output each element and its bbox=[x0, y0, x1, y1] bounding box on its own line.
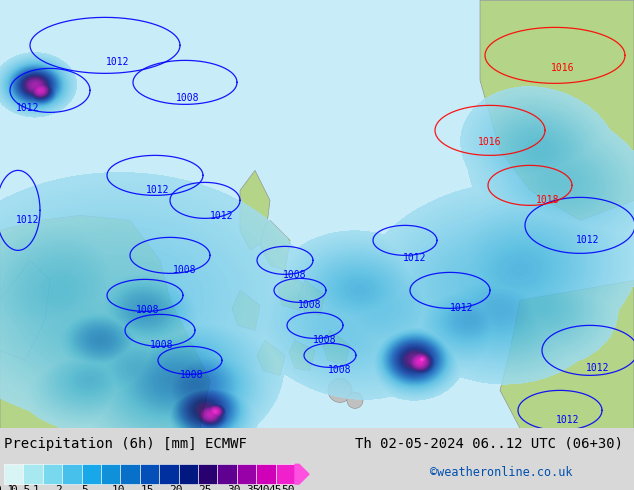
Bar bbox=[140, 465, 159, 484]
Text: 1008: 1008 bbox=[180, 370, 204, 380]
Bar bbox=[179, 465, 198, 484]
Text: 45: 45 bbox=[268, 485, 281, 490]
Text: 1012: 1012 bbox=[556, 416, 579, 425]
Bar bbox=[217, 465, 237, 484]
Text: 1008: 1008 bbox=[173, 266, 197, 275]
Text: 25: 25 bbox=[198, 485, 212, 490]
Text: ©weatheronline.co.uk: ©weatheronline.co.uk bbox=[430, 466, 573, 479]
Bar bbox=[101, 465, 120, 484]
Bar bbox=[82, 465, 101, 484]
Text: 1012: 1012 bbox=[576, 235, 600, 245]
Polygon shape bbox=[257, 341, 285, 375]
Text: 1008: 1008 bbox=[136, 305, 160, 316]
Polygon shape bbox=[0, 260, 50, 360]
Text: 1012: 1012 bbox=[450, 303, 474, 314]
Text: 30: 30 bbox=[227, 485, 241, 490]
Text: 35: 35 bbox=[246, 485, 260, 490]
Bar bbox=[276, 465, 295, 484]
Bar bbox=[120, 465, 140, 484]
Polygon shape bbox=[323, 330, 350, 366]
Polygon shape bbox=[480, 0, 634, 220]
Bar bbox=[237, 465, 256, 484]
Polygon shape bbox=[278, 270, 305, 310]
Polygon shape bbox=[0, 216, 210, 428]
Text: 0.1: 0.1 bbox=[0, 485, 14, 490]
Text: Th 02-05-2024 06..12 UTC (06+30): Th 02-05-2024 06..12 UTC (06+30) bbox=[355, 437, 623, 451]
Text: 50: 50 bbox=[281, 485, 295, 490]
Bar bbox=[159, 465, 179, 484]
Polygon shape bbox=[289, 341, 315, 370]
Polygon shape bbox=[240, 171, 270, 250]
Text: 1012: 1012 bbox=[16, 216, 40, 225]
Text: 2: 2 bbox=[55, 485, 61, 490]
Text: 1008: 1008 bbox=[283, 270, 307, 280]
Bar bbox=[43, 465, 62, 484]
Text: 1: 1 bbox=[32, 485, 39, 490]
Bar bbox=[256, 465, 276, 484]
Text: Precipitation (6h) [mm] ECMWF: Precipitation (6h) [mm] ECMWF bbox=[4, 437, 247, 451]
Text: 1012: 1012 bbox=[146, 185, 170, 196]
Polygon shape bbox=[298, 280, 325, 316]
Polygon shape bbox=[260, 220, 290, 270]
Bar bbox=[4, 465, 23, 484]
Text: 1012: 1012 bbox=[586, 364, 610, 373]
Text: 1012: 1012 bbox=[16, 103, 40, 113]
Text: 1008: 1008 bbox=[176, 94, 200, 103]
Bar bbox=[198, 465, 217, 484]
Text: 1008: 1008 bbox=[313, 335, 337, 345]
Text: 1018: 1018 bbox=[536, 196, 560, 205]
Polygon shape bbox=[232, 291, 260, 330]
Text: 1008: 1008 bbox=[328, 366, 352, 375]
Text: 40: 40 bbox=[256, 485, 269, 490]
Text: 1012: 1012 bbox=[403, 253, 427, 264]
Bar bbox=[23, 465, 43, 484]
Text: 1016: 1016 bbox=[551, 63, 575, 74]
Polygon shape bbox=[500, 280, 634, 428]
Circle shape bbox=[347, 392, 363, 408]
Text: 1012: 1012 bbox=[210, 211, 234, 221]
Text: 1016: 1016 bbox=[478, 137, 501, 147]
Text: 0.5: 0.5 bbox=[10, 485, 30, 490]
Text: 10: 10 bbox=[111, 485, 125, 490]
Text: 1008: 1008 bbox=[150, 341, 174, 350]
Text: 15: 15 bbox=[140, 485, 154, 490]
Bar bbox=[62, 465, 82, 484]
FancyArrow shape bbox=[295, 465, 309, 484]
Circle shape bbox=[328, 378, 352, 402]
Text: 1012: 1012 bbox=[107, 57, 130, 68]
Text: 5: 5 bbox=[82, 485, 88, 490]
Text: 20: 20 bbox=[169, 485, 183, 490]
Text: 1008: 1008 bbox=[298, 300, 321, 310]
